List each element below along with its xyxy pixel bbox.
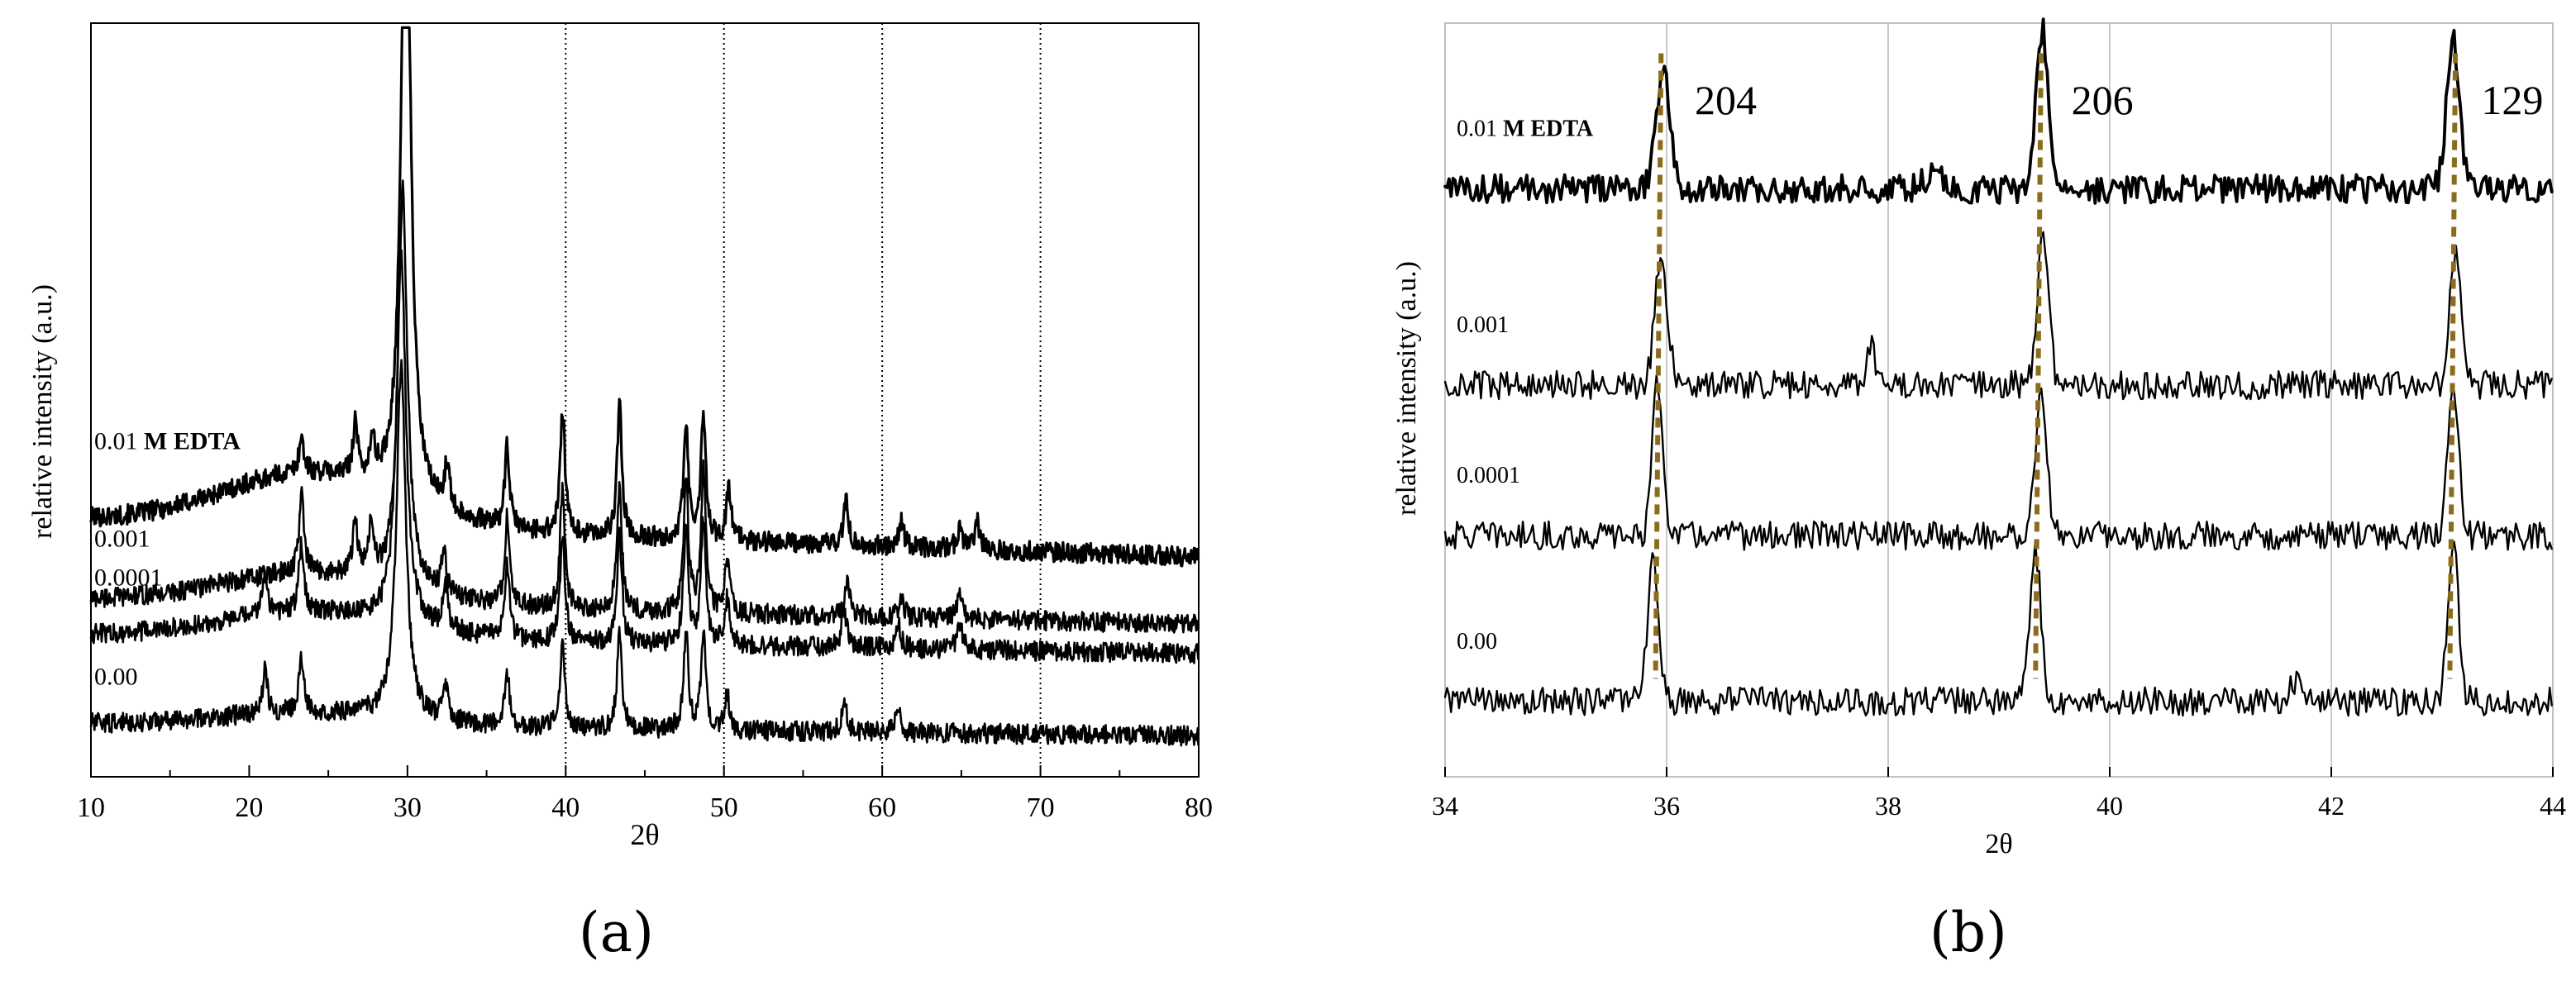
- panel-b-series-label: 0.0001: [1457, 463, 1520, 488]
- panel-a-tick-label: 80: [1185, 792, 1213, 823]
- panel-a-series-line: [89, 26, 1200, 568]
- panel-b-chart: 34 36 38 40 42 44 0.01 M EDTA0.0010.00010.00 …: [1391, 17, 2566, 859]
- panel-a-series-label: 0.001: [94, 525, 150, 552]
- panel-b-caption: (b): [1930, 901, 2007, 964]
- panel-b-peak-guide: [2033, 53, 2044, 679]
- panel-a-caption: (a): [579, 901, 654, 964]
- panel-b-tick-label: 44: [2540, 791, 2566, 821]
- panel-b-frame: [1444, 22, 2554, 778]
- panel-b-series-line: [1443, 231, 2553, 401]
- panel-a-tick-label: 70: [1027, 792, 1055, 823]
- panel-b-ylabel: relative intensity (a.u.): [1391, 261, 1422, 516]
- panel-a-frame: [90, 22, 1200, 778]
- panel-a-tick-label: 30: [394, 792, 422, 823]
- panel-a-series-line: [89, 179, 1200, 634]
- panel-b-tick-label: 40: [2097, 791, 2123, 821]
- panel-b-tick-label: 42: [2318, 791, 2345, 821]
- panel-b-tick-label: 36: [1653, 791, 1680, 821]
- panel-b-peak-label: 129: [2481, 77, 2543, 123]
- panel-a-xlabel: 2θ: [630, 818, 659, 851]
- panel-b-series-line: [1443, 374, 2553, 551]
- panel-b-series-label: 0.01 M EDTA: [1457, 117, 1594, 142]
- panel-a-ylabel: relative intensity (a.u.): [27, 284, 58, 539]
- panel-b-peak-guide: [1653, 53, 1664, 679]
- panel-a-series-label: 0.0001: [94, 564, 163, 592]
- panel-a-tick-label: 40: [551, 792, 580, 823]
- panel-a-tick-label: 60: [868, 792, 896, 823]
- panel-b-xlabel: 2θ: [1985, 829, 2012, 859]
- panel-a-tick-label: 50: [710, 792, 738, 823]
- panel-b-series-line: [1443, 17, 2554, 205]
- panel-a-tick-label: 20: [235, 792, 263, 823]
- panel-a-series-line: [89, 359, 1200, 747]
- panel-b-series-line: [1443, 539, 2553, 717]
- panel-b-tick-label: 34: [1432, 791, 1458, 821]
- panel-b-tick-label: 38: [1875, 791, 1901, 821]
- panel-a-series-label: 0.01 M EDTA: [94, 427, 241, 455]
- panel-a-tick-label: 10: [77, 792, 105, 823]
- panel-a-series-line: [89, 249, 1200, 664]
- panel-a-chart: 10 20 30 40 50 60 70 80 0.01 M EDTA 0.001 0.0001 0…: [27, 22, 1213, 851]
- panel-b-peak-label: 206: [2072, 77, 2134, 123]
- panel-b-peak-guide: [2447, 53, 2459, 679]
- panel-a-series-label: 0.00: [94, 664, 138, 691]
- panel-b-series-label: 0.00: [1457, 629, 1497, 654]
- panel-b-peak-label: 204: [1695, 77, 1757, 123]
- panel-b-series-label: 0.001: [1457, 312, 1509, 338]
